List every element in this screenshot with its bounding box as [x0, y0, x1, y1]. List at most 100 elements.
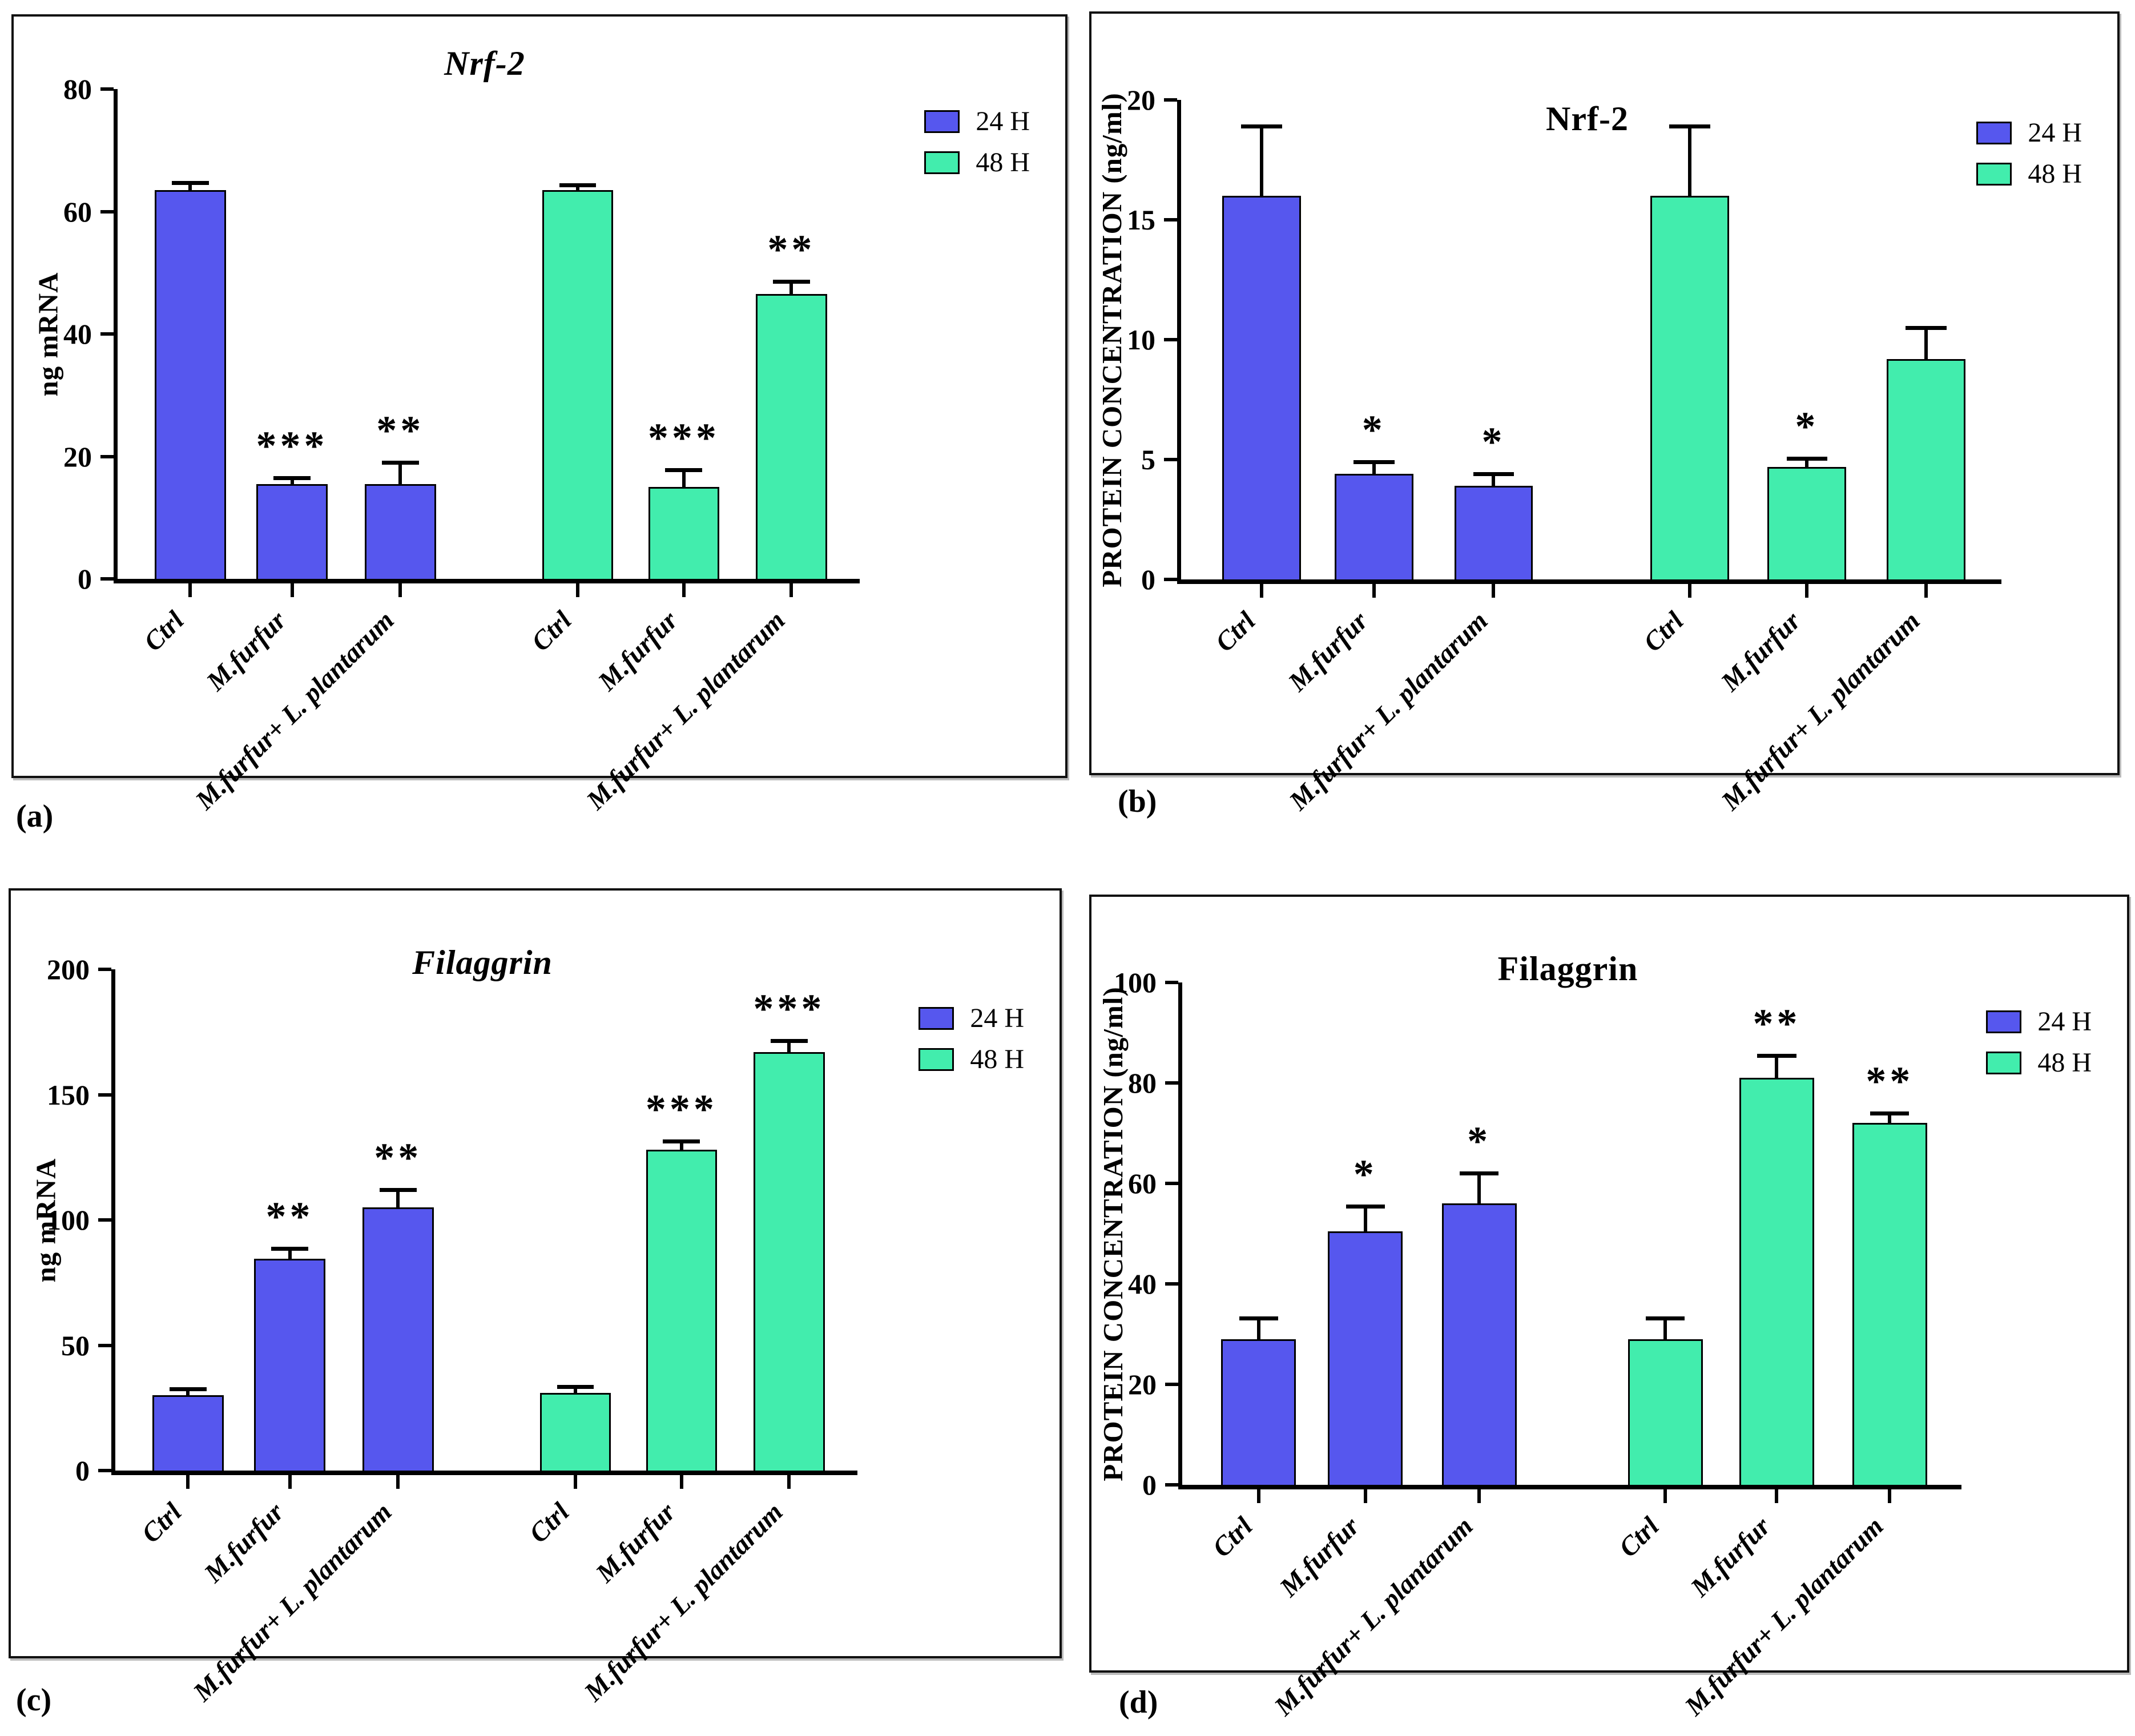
panel-letter-d: (d) — [1119, 1685, 1158, 1720]
y-axis-tick — [100, 332, 114, 336]
error-bar — [188, 183, 192, 191]
error-bar-cap — [1459, 1171, 1499, 1176]
chart-title: Filaggrin — [412, 944, 553, 981]
legend: 24 H 48 H — [1976, 119, 2082, 188]
legend-label-48h: 48 H — [2028, 159, 2082, 189]
error-bar — [1924, 328, 1928, 360]
error-bar — [1687, 126, 1691, 197]
error-bar-cap — [665, 468, 703, 473]
error-bar-cap — [770, 1039, 808, 1044]
error-bar-cap — [1646, 1316, 1685, 1320]
significance-stars: * — [1467, 1118, 1492, 1165]
significance-stars: ** — [374, 1135, 422, 1181]
y-tick-label: 20 — [1127, 84, 1155, 116]
x-axis-tick — [1805, 584, 1809, 598]
y-axis-label: PROTEIN CONCENTRATION (ng/ml) — [1097, 986, 1129, 1481]
y-axis-tick — [1165, 1182, 1178, 1185]
y-tick-label: 0 — [1141, 563, 1155, 595]
y-axis-label-wrap: PROTEIN CONCENTRATION (ng/ml) — [1093, 982, 1133, 1485]
y-tick-label: 0 — [75, 1455, 90, 1487]
x-axis-tick — [574, 1475, 577, 1489]
bar-24H-m-furfur-l-plantarum — [1454, 486, 1533, 579]
y-tick-label: 100 — [1114, 966, 1157, 998]
legend-swatch-48h — [1976, 163, 2012, 186]
error-bar — [1363, 1206, 1367, 1232]
error-bar-cap — [1905, 326, 1947, 330]
y-axis-tick — [98, 1469, 111, 1472]
error-bar-cap — [169, 1387, 207, 1392]
x-axis-tick — [682, 583, 686, 597]
error-bar-cap — [1473, 472, 1514, 477]
y-axis-tick — [100, 87, 114, 91]
significance-stars: ** — [1753, 1000, 1801, 1046]
error-bar — [1492, 474, 1496, 488]
significance-stars: *** — [753, 986, 825, 1032]
plot-area: 0 20 40 60 80 Ctrl *** M.furfur ** M.furfur+ L. p… — [63, 73, 860, 816]
bar-48H-m-furfur-l-plantarum — [754, 1052, 825, 1471]
legend: 24 H 48 H — [1986, 1008, 2092, 1077]
x-axis-tick — [1775, 1489, 1779, 1503]
x-axis-tick — [398, 583, 402, 597]
panel-c-filaggrin-mrna: Filaggrin ng mRNA 0 50 100 150 200 Ctrl ** M.fu… — [9, 888, 1062, 1707]
y-tick-label: 15 — [1127, 204, 1155, 236]
y-axis-tick — [1165, 1081, 1178, 1085]
bar-48H-m-furfur-l-plantarum — [1886, 359, 1965, 579]
error-bar-cap — [379, 1188, 417, 1193]
legend-swatch-24h — [924, 110, 960, 133]
legend-label-48h: 48 H — [2037, 1048, 2092, 1078]
y-tick-label: 20 — [63, 440, 92, 473]
y-axis-tick — [98, 1218, 111, 1222]
legend-swatch-24h — [1986, 1010, 2022, 1033]
legend-swatch-48h — [919, 1048, 954, 1071]
bar-24H-ctrl — [155, 190, 226, 579]
x-axis-tick — [288, 1475, 292, 1489]
legend-label-24h: 24 H — [2028, 118, 2082, 148]
plot-area: 0 20 40 60 80 100 Ctrl * M.furfur * M.furfur+ L. p… — [1114, 966, 1961, 1722]
error-bar-cap — [171, 181, 209, 186]
chart-title: Nrf-2 — [1546, 100, 1629, 138]
legend-item-24h: 24 H — [1976, 119, 2082, 147]
error-bar-cap — [772, 279, 810, 284]
y-tick-label: 0 — [1142, 1469, 1157, 1501]
y-tick-label: 100 — [47, 1204, 90, 1236]
bar-24H-m-furfur — [1328, 1231, 1403, 1485]
error-bar — [789, 281, 793, 296]
error-bar-cap — [1870, 1111, 1910, 1115]
plot-area: 0 50 100 150 200 Ctrl ** M.furfur ** M.furfur+ L.… — [47, 953, 857, 1707]
bar-24H-ctrl — [1221, 1339, 1296, 1485]
bar-24H-m-furfur — [1334, 474, 1413, 579]
bar-24H-ctrl — [152, 1395, 224, 1471]
bar-48H-m-furfur-l-plantarum — [756, 294, 827, 579]
x-axis-tick — [1363, 1489, 1367, 1503]
y-axis-tick — [98, 1343, 111, 1347]
error-bar-cap — [663, 1139, 700, 1143]
y-tick-label: 60 — [1128, 1167, 1157, 1199]
y-tick-label: 80 — [63, 73, 92, 105]
bar-48H-m-furfur — [646, 1150, 718, 1471]
bar-48H-ctrl — [542, 190, 614, 579]
y-axis-tick — [100, 210, 114, 214]
legend-item-48h: 48 H — [1976, 160, 2082, 188]
error-bar — [1477, 1173, 1481, 1205]
x-axis-tick — [396, 1475, 400, 1489]
significance-stars: ** — [376, 408, 425, 454]
error-bar-cap — [381, 461, 419, 465]
error-bar-cap — [271, 1247, 308, 1251]
x-axis-tick — [576, 583, 579, 597]
error-bar-cap — [559, 183, 597, 188]
y-tick-label: 60 — [63, 195, 92, 228]
error-bar — [288, 1248, 292, 1260]
error-bar — [1372, 462, 1376, 476]
panel-d-filaggrin-protein: Filaggrin PROTEIN CONCENTRATION (ng/ml) … — [1089, 895, 2129, 1722]
error-bar — [186, 1389, 190, 1397]
x-axis-tick — [1256, 1489, 1260, 1503]
error-bar-cap — [1669, 124, 1710, 129]
error-bar — [787, 1041, 791, 1053]
bar-48H-m-furfur — [648, 487, 720, 579]
error-bar-cap — [1239, 1316, 1278, 1320]
x-axis-tick — [1663, 1489, 1667, 1503]
x-axis-tick — [1477, 1489, 1481, 1503]
x-axis-tick — [789, 583, 793, 597]
chart-title: Filaggrin — [1497, 950, 1638, 988]
